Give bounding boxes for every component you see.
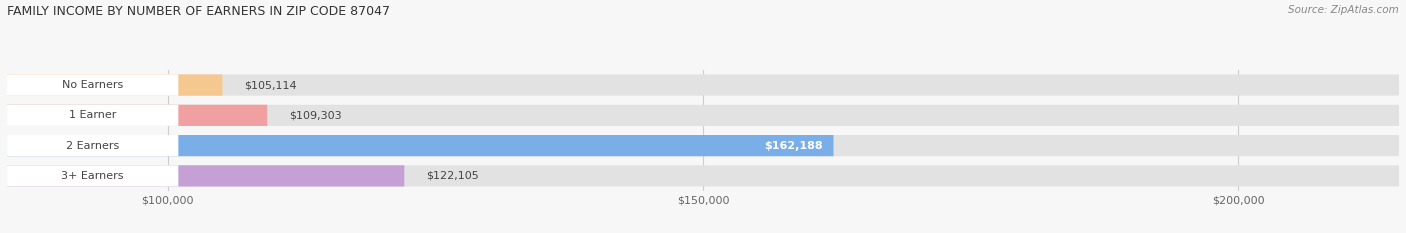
- Text: No Earners: No Earners: [62, 80, 124, 90]
- Text: FAMILY INCOME BY NUMBER OF EARNERS IN ZIP CODE 87047: FAMILY INCOME BY NUMBER OF EARNERS IN ZI…: [7, 5, 389, 18]
- FancyBboxPatch shape: [7, 105, 179, 126]
- FancyBboxPatch shape: [7, 105, 1399, 126]
- FancyBboxPatch shape: [7, 75, 1399, 96]
- FancyBboxPatch shape: [7, 165, 405, 187]
- FancyBboxPatch shape: [7, 165, 1399, 187]
- FancyBboxPatch shape: [7, 165, 179, 187]
- FancyBboxPatch shape: [7, 105, 267, 126]
- Text: 2 Earners: 2 Earners: [66, 141, 120, 151]
- Text: $162,188: $162,188: [765, 141, 823, 151]
- Text: $105,114: $105,114: [243, 80, 297, 90]
- Text: Source: ZipAtlas.com: Source: ZipAtlas.com: [1288, 5, 1399, 15]
- FancyBboxPatch shape: [7, 75, 179, 96]
- Text: 3+ Earners: 3+ Earners: [62, 171, 124, 181]
- Text: $122,105: $122,105: [426, 171, 478, 181]
- FancyBboxPatch shape: [7, 135, 179, 156]
- FancyBboxPatch shape: [7, 75, 222, 96]
- Text: 1 Earner: 1 Earner: [69, 110, 117, 120]
- Text: $109,303: $109,303: [288, 110, 342, 120]
- FancyBboxPatch shape: [7, 135, 1399, 156]
- FancyBboxPatch shape: [7, 135, 834, 156]
